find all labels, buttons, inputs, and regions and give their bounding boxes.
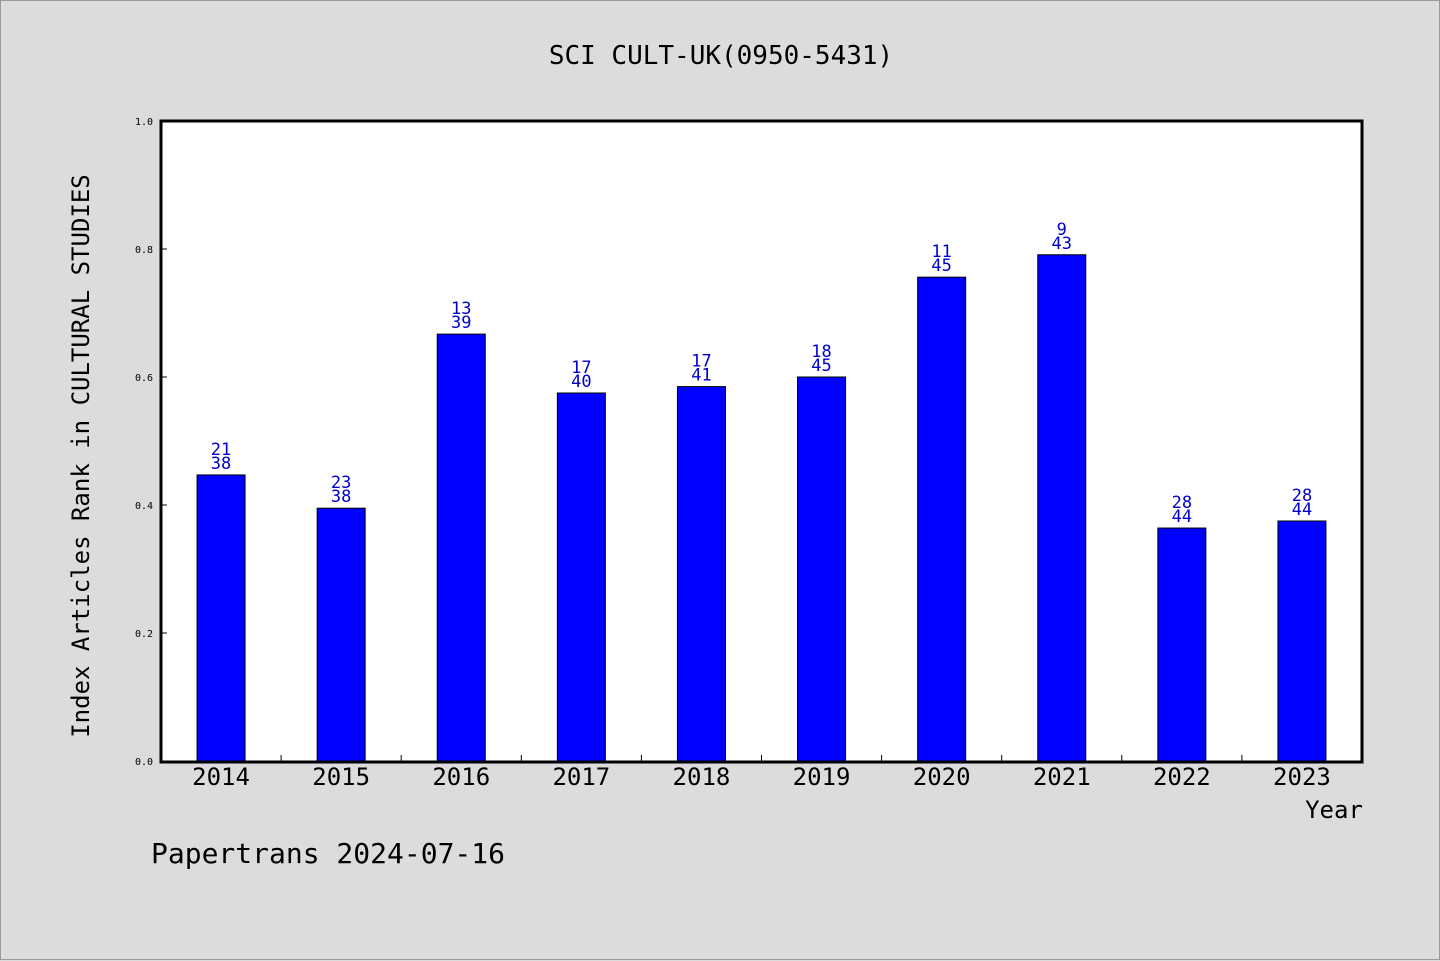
bar-series [196,254,1327,762]
bar-label-top: 17 [571,358,591,378]
bar-label-bottom: 45 [931,256,951,276]
y-tick-label: 0.0 [135,757,153,768]
bar-label-bottom: 38 [211,454,231,474]
bar-2020 [917,276,967,762]
bar-label-bottom: 43 [1052,234,1072,254]
y-tick-label: 0.2 [135,629,153,640]
bar-label-top: 28 [1172,493,1192,513]
bar-2017 [556,392,606,762]
bar-2018 [676,386,726,762]
bar-label-top: 13 [451,299,471,319]
bar-label-bottom: 38 [331,487,351,507]
bar-label-top: 28 [1292,486,1312,506]
x-tick-label: 2023 [1273,763,1331,791]
y-tick-label: 0.8 [135,245,153,256]
x-tick-label: 2018 [673,763,731,791]
bar-label-bottom: 44 [1292,500,1312,520]
bar-label-top: 18 [811,342,831,362]
bar-2023 [1277,520,1327,762]
bar-label-top: 17 [691,352,711,372]
bar-label-top: 9 [1057,220,1067,240]
bar-2015 [316,507,366,762]
x-tick-label: 2015 [312,763,370,791]
bar-2019 [797,376,847,762]
bar-2014 [196,474,246,762]
bar-label-bottom: 41 [691,366,711,386]
bar-2021 [1037,254,1087,762]
bar-label-top: 21 [211,440,231,460]
x-tick-label: 2021 [1033,763,1091,791]
x-tick-label: 2014 [192,763,250,791]
bar-label-top: 23 [331,473,351,493]
bar-label-bottom: 39 [451,313,471,333]
bar-label-bottom: 44 [1172,507,1192,527]
chart-title: SCI CULT-UK(0950-5431) [549,41,893,71]
x-axis-label: Year [1305,796,1363,824]
bar-label-bottom: 45 [811,356,831,376]
x-tick-label: 2019 [793,763,851,791]
bar-label-top: 11 [931,242,951,262]
x-tick-label: 2017 [552,763,610,791]
plot-frame [159,119,1364,764]
bar-2022 [1157,527,1207,762]
bar-2016 [436,333,486,762]
x-tick-label: 2022 [1153,763,1211,791]
y-axis-label: Index Articles Rank in CULTURAL STUDIES [67,174,95,738]
y-tick-label: 0.6 [135,373,153,384]
x-axis: 2014 2015 2016 2017 2018 2019 2020 2021 2022 2023 [192,755,1331,791]
y-tick-label: 0.4 [135,501,153,512]
bar-label-bottom: 40 [571,372,591,392]
x-tick-label: 2020 [913,763,971,791]
y-tick-label: 1.0 [135,117,153,128]
footer-note: Papertrans 2024-07-16 [151,837,505,870]
x-tick-label: 2016 [432,763,490,791]
